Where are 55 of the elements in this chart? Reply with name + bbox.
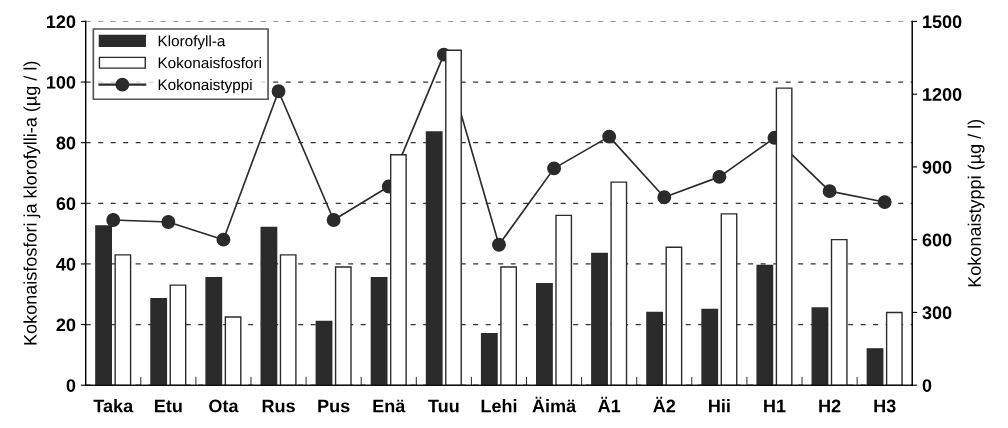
point <box>326 213 341 227</box>
y2-tick-label: 1500 <box>923 15 962 29</box>
bar <box>811 307 829 386</box>
bar <box>830 238 848 386</box>
bar <box>425 131 443 386</box>
x-tick-label: H2 <box>819 399 841 413</box>
y2-tick-label: 300 <box>922 306 952 320</box>
y2-tick-label: 900 <box>922 160 952 174</box>
y2-tick-label: 600 <box>922 233 952 247</box>
x-tick-label: Lehi <box>481 399 517 413</box>
point <box>712 169 727 184</box>
bar <box>866 348 884 386</box>
point <box>602 129 617 144</box>
y-axis-title: Kokonaisfosfori ja klorofylli-a (µg / l) <box>23 61 41 345</box>
point <box>106 213 121 227</box>
y-tick-label: 100 <box>46 75 76 89</box>
point <box>547 161 562 176</box>
x-tick-label: Hii <box>709 399 730 413</box>
y2-tick-label: 0 <box>922 379 932 392</box>
y-tick-label: 20 <box>56 318 76 332</box>
bar <box>720 213 738 386</box>
x-tick-label: Tuu <box>428 399 459 413</box>
point <box>161 215 176 229</box>
x-tick-label: Ota <box>209 399 239 413</box>
point <box>216 232 231 247</box>
y-tick-label: 40 <box>56 257 76 271</box>
point <box>877 195 892 210</box>
x-tick-label: Ä2 <box>653 396 676 413</box>
bar <box>885 311 903 386</box>
point <box>822 184 837 199</box>
point <box>271 84 286 99</box>
x-tick-label: H3 <box>874 399 896 413</box>
x-tick-label: Enä <box>373 399 406 413</box>
y-tick-label: 60 <box>56 197 76 211</box>
x-tick-label: Ä1 <box>598 396 621 413</box>
y2-tick-label: 1200 <box>923 88 962 101</box>
y-tick-label: 120 <box>46 15 76 29</box>
point <box>657 190 672 205</box>
y-tick-label: 0 <box>66 379 76 392</box>
legend-label: Kokonaisfosfori <box>158 57 261 69</box>
legend-label: Kokonaistyppi <box>158 78 252 94</box>
x-tick-label: Etu <box>155 399 182 413</box>
x-tick-label: Äimä <box>532 396 577 413</box>
bar <box>370 276 388 386</box>
point <box>492 237 506 252</box>
x-tick-label: H1 <box>764 399 786 413</box>
bar <box>279 254 297 386</box>
y2-axis-title: Kokonaistyppi (µg / l) <box>967 119 985 287</box>
x-tick-label: Pus <box>318 399 350 413</box>
x-tick-label: Rus <box>262 399 295 413</box>
x-tick-label: Taka <box>93 399 134 413</box>
legend-label: Klorofyll-a <box>158 35 226 50</box>
bar <box>480 332 498 386</box>
bar <box>315 320 333 386</box>
y-tick-label: 80 <box>56 136 76 150</box>
